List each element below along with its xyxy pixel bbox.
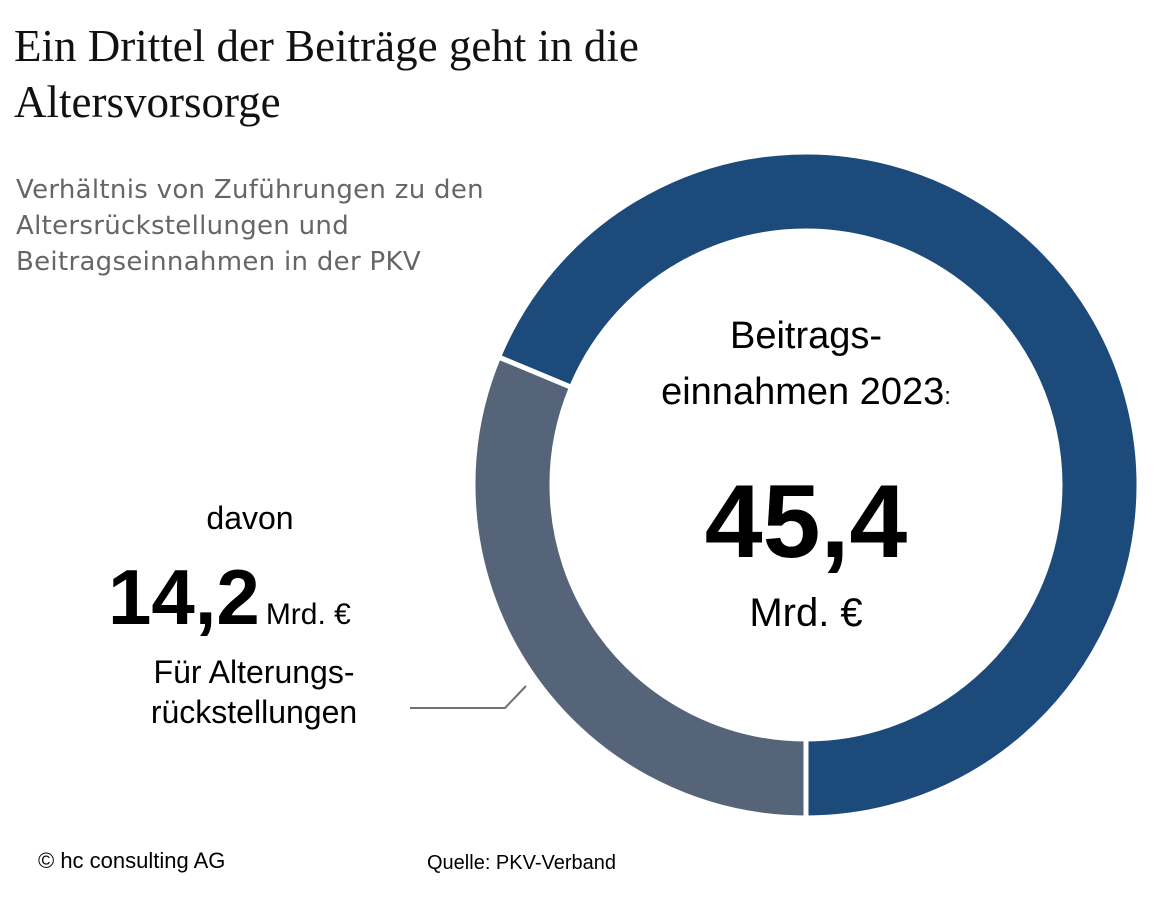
center-label-line1: Beitrags- bbox=[729, 315, 883, 357]
center-label: Beitrags- einnahmen 2023: bbox=[596, 308, 1016, 425]
left-unit: Mrd. € bbox=[265, 598, 351, 631]
center-value: 45,4 bbox=[704, 464, 908, 580]
center-unit: Mrd. € bbox=[749, 591, 863, 635]
copyright-text: © hc consulting AG bbox=[38, 848, 226, 873]
donut-slice-beitragseinnahmen bbox=[495, 149, 1142, 821]
left-prefix: davon bbox=[206, 500, 294, 536]
center-label-line2: einnahmen 2023 bbox=[661, 371, 945, 413]
leader-line bbox=[410, 685, 527, 709]
left-value: 14,2 bbox=[108, 553, 260, 641]
source-text: Quelle: PKV-Verband bbox=[427, 852, 617, 874]
left-desc-line1: Für Alterungs- bbox=[153, 654, 355, 690]
left-value-row: 14,2 Mrd. € bbox=[108, 552, 428, 660]
left-desc-line2: rückstellungen bbox=[150, 694, 358, 730]
chart-subtitle: Verhältnis von Zuführungen zu den Alters… bbox=[16, 175, 484, 277]
donut-slice-alterungsrueckstellungen bbox=[470, 353, 809, 821]
chart-title: Ein Drittel der Beiträge geht in die Alt… bbox=[14, 21, 639, 127]
center-label-colon: : bbox=[944, 383, 951, 410]
left-description: Für Alterungs- rückstellungen bbox=[124, 652, 384, 732]
